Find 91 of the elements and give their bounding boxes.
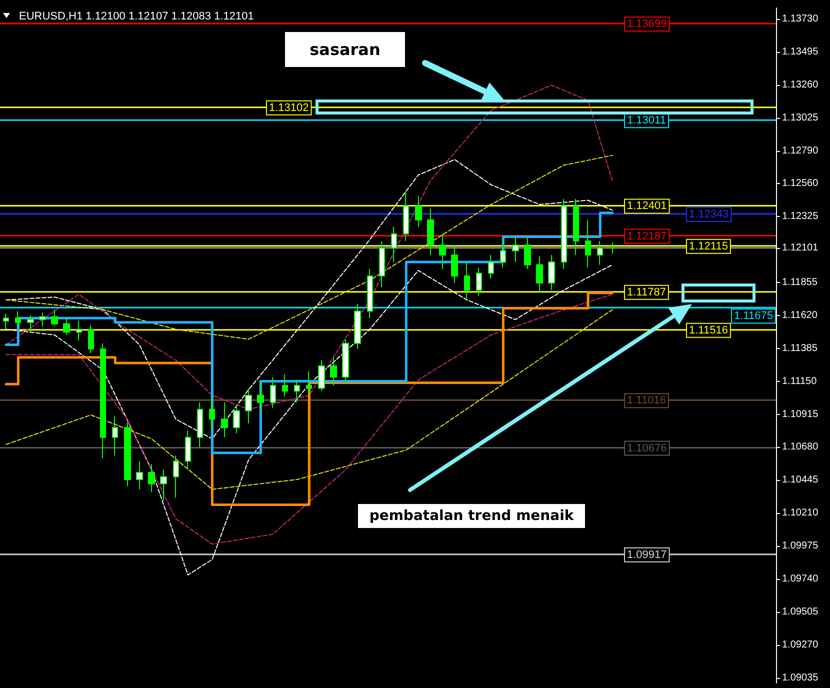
candlestick bbox=[112, 416, 118, 456]
candlestick bbox=[63, 318, 70, 336]
ref-line-label: 1.12115 bbox=[689, 240, 728, 252]
y-tick-label: 1.12790 bbox=[782, 146, 819, 157]
candlestick bbox=[548, 254, 555, 291]
y-tick-label: 1.13025 bbox=[782, 112, 819, 124]
y-tick-label: 1.09975 bbox=[782, 540, 819, 552]
candlestick bbox=[391, 226, 397, 262]
y-tick-label: 1.12325 bbox=[782, 210, 819, 222]
annotation: pembatalan trend menaik bbox=[358, 504, 585, 528]
candlestick bbox=[597, 240, 603, 266]
y-tick-label: 1.12560 bbox=[782, 178, 819, 189]
candlestick bbox=[609, 242, 616, 254]
candlestick bbox=[27, 314, 34, 333]
candlestick bbox=[51, 309, 58, 326]
candlestick bbox=[500, 240, 506, 268]
candlestick bbox=[451, 244, 458, 284]
ref-line-label: 1.12401 bbox=[627, 200, 667, 212]
y-tick-label: 1.10915 bbox=[782, 408, 819, 420]
candlestick bbox=[15, 310, 21, 326]
candlestick bbox=[294, 379, 300, 403]
y-tick-label: 1.09270 bbox=[782, 640, 819, 651]
ref-line-label: 1.11787 bbox=[627, 286, 666, 298]
y-tick-label: 1.11150 bbox=[782, 376, 818, 387]
candlestick bbox=[536, 256, 543, 294]
line-series bbox=[6, 84, 613, 410]
candlestick bbox=[221, 402, 228, 438]
candlestick bbox=[100, 342, 106, 459]
line-series bbox=[6, 309, 613, 490]
candlestick bbox=[561, 198, 567, 270]
candlestick bbox=[476, 267, 482, 296]
candlestick bbox=[585, 219, 591, 268]
candlestick bbox=[427, 208, 434, 256]
ref-line-label: 1.11675 bbox=[734, 310, 773, 322]
line-series bbox=[6, 294, 613, 545]
line-series bbox=[6, 264, 613, 576]
candlestick bbox=[209, 396, 215, 431]
candlestick bbox=[354, 304, 361, 350]
y-tick-label: 1.10680 bbox=[782, 442, 819, 453]
candlestick bbox=[136, 460, 143, 490]
candlestick bbox=[88, 324, 94, 354]
ref-line-label: 1.11016 bbox=[627, 394, 666, 407]
candlestick bbox=[160, 469, 167, 502]
chart-title: EURUSD,H1 1.12100 1.12107 1.12083 1.12101 bbox=[19, 10, 254, 22]
candlestick bbox=[573, 198, 579, 256]
candlestick bbox=[342, 338, 349, 382]
candlestick bbox=[39, 312, 46, 328]
ref-line-label: 1.12343 bbox=[689, 208, 729, 220]
y-tick-label: 1.11620 bbox=[782, 310, 818, 321]
y-tick-label: 1.09740 bbox=[782, 574, 819, 585]
candlestick bbox=[464, 262, 470, 299]
candlestick bbox=[270, 376, 276, 408]
candlestick bbox=[124, 421, 131, 488]
ref-line-label: 1.09917 bbox=[627, 548, 667, 561]
candlestick bbox=[282, 374, 288, 398]
candlestick bbox=[330, 356, 337, 386]
ref-line-label: 1.11516 bbox=[689, 324, 728, 336]
y-tick-label: 1.13495 bbox=[782, 46, 819, 58]
y-tick-label: 1.13260 bbox=[782, 80, 819, 91]
candlestick bbox=[524, 236, 531, 270]
candlestick bbox=[76, 320, 82, 342]
candlestick bbox=[185, 430, 191, 470]
y-tick-label: 1.09035 bbox=[782, 672, 819, 684]
y-tick-label: 1.10210 bbox=[782, 508, 819, 519]
candlestick bbox=[367, 268, 373, 319]
ref-line-label: 1.10676 bbox=[627, 442, 667, 454]
candlestick bbox=[379, 240, 385, 288]
annotation: sasaran bbox=[285, 32, 405, 67]
candlestick bbox=[245, 388, 252, 424]
candlestick bbox=[403, 191, 409, 242]
y-tick-label: 1.10445 bbox=[782, 474, 819, 486]
y-tick-label: 1.12101 bbox=[782, 242, 819, 254]
y-tick-label: 1.13730 bbox=[782, 14, 819, 25]
candlestick bbox=[488, 254, 494, 280]
candlestick bbox=[439, 233, 446, 270]
y-tick-label: 1.11385 bbox=[782, 342, 818, 354]
candlestick bbox=[148, 464, 155, 493]
ref-line-label: 1.13699 bbox=[627, 18, 667, 30]
y-tick-label: 1.11855 bbox=[782, 276, 818, 288]
y-tick-label: 1.09505 bbox=[782, 606, 819, 618]
candlestick bbox=[233, 404, 240, 434]
candlestick bbox=[512, 236, 519, 262]
ref-line-label: 1.12187 bbox=[627, 230, 667, 242]
candlestick bbox=[415, 196, 422, 228]
candlestick bbox=[318, 360, 325, 392]
ref-line-label: 1.13102 bbox=[269, 102, 309, 114]
candlestick bbox=[173, 455, 179, 498]
line-series bbox=[6, 154, 613, 340]
candlestick bbox=[306, 370, 312, 394]
ref-line-label: 1.13011 bbox=[627, 114, 666, 127]
candlestick bbox=[257, 380, 264, 412]
